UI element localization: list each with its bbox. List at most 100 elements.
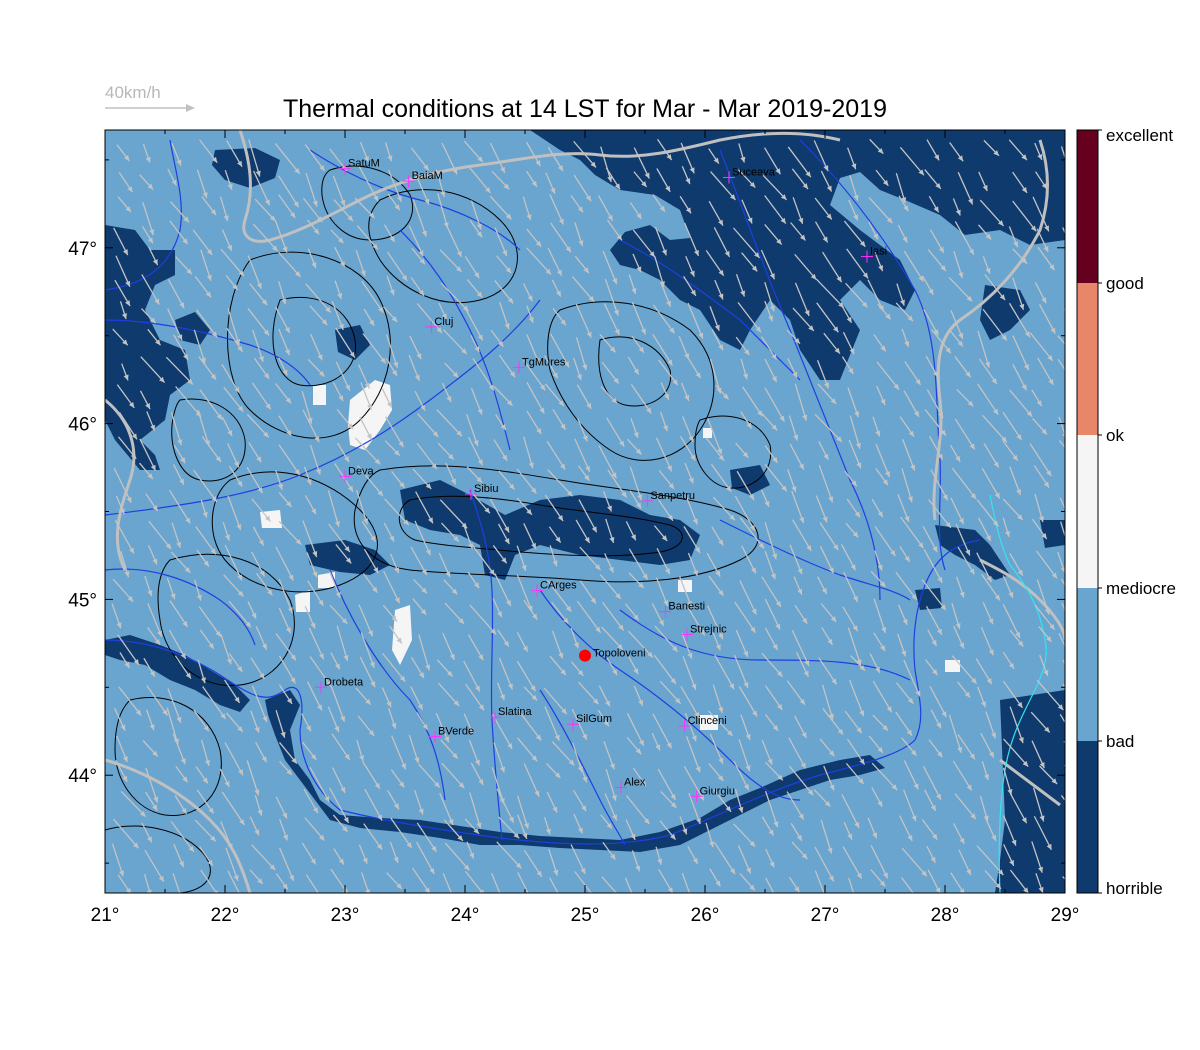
wind-arrow-head — [803, 670, 809, 677]
wind-arrow-head — [227, 430, 233, 437]
wind-arrow-head — [1069, 378, 1074, 384]
wind-arrow-head — [1024, 331, 1030, 338]
wind-arrow-head — [234, 386, 240, 393]
wind-arrow-head — [940, 604, 946, 611]
wind-arrow-shaft — [144, 849, 165, 883]
wind-arrow-shaft — [982, 414, 1008, 443]
wind-arrow-head — [772, 553, 778, 560]
wind-arrow-head — [747, 217, 753, 224]
wind-arrow-head — [389, 535, 395, 542]
city-label: SilGum — [576, 713, 612, 725]
wind-arrow-head — [883, 872, 888, 879]
wind-arrow-head — [345, 384, 350, 391]
wind-arrow-head — [593, 698, 599, 705]
wind-arrow-shaft — [738, 686, 758, 717]
wind-arrow-head — [552, 806, 558, 813]
wind-arrow-head — [515, 862, 522, 869]
wind-arrow-head — [312, 551, 318, 557]
wind-arrow-head — [432, 431, 439, 437]
wind-arrow-head — [125, 280, 131, 287]
highlight-point-label: Topoloveni — [593, 648, 646, 660]
wind-arrow-head — [930, 804, 936, 811]
wind-arrow-head — [476, 291, 483, 298]
wind-arrow-shaft — [141, 274, 160, 305]
wind-arrow-head — [615, 593, 621, 599]
wind-arrow-head — [227, 183, 233, 190]
wind-arrow-shaft — [142, 202, 154, 236]
wind-arrow-head — [347, 485, 354, 492]
wind-arrow-head — [687, 601, 693, 608]
wind-arrow-head — [986, 678, 992, 685]
wind-arrow-head — [340, 786, 346, 793]
wind-arrow-shaft — [1033, 815, 1053, 851]
wind-arrow-head — [937, 576, 943, 583]
wind-arrow-shaft — [225, 847, 239, 882]
wind-arrow-shaft — [981, 467, 1001, 499]
wind-arrow-head — [902, 236, 908, 243]
wind-arrow-head — [391, 369, 397, 376]
wind-arrow-head — [725, 485, 732, 492]
wind-arrow-shaft — [872, 680, 893, 713]
wind-arrow-head — [159, 376, 165, 383]
city-label: TgMures — [522, 356, 566, 368]
river-north-b — [399, 229, 511, 451]
x-axis: 21° 22° 23° 24° 25° 26° 27° 28° 29° — [91, 130, 1079, 926]
wind-arrow-head — [501, 900, 506, 906]
wind-arrow-head — [259, 570, 265, 577]
wind-arrow-shaft — [629, 466, 643, 501]
wind-arrow-head — [554, 772, 561, 779]
wind-arrow-head — [997, 869, 1004, 876]
wind-arrow-head — [477, 156, 483, 163]
wind-arrow-head — [740, 156, 746, 163]
wind-arrow-shaft — [200, 249, 212, 282]
wind-arrow-head — [849, 348, 855, 355]
wind-arrow-head — [202, 777, 208, 784]
wind-arrow-head — [225, 534, 231, 541]
wind-arrow-head — [607, 176, 613, 183]
wind-arrow-head — [522, 645, 528, 652]
wind-arrow-head — [633, 668, 639, 675]
wind-arrow-head — [122, 339, 128, 346]
wind-arrow-shaft — [354, 437, 381, 465]
wind-arrow-head — [233, 874, 239, 881]
wind-arrow-shaft — [1003, 815, 1017, 846]
wind-arrow-head — [824, 800, 831, 807]
wind-arrow-head — [665, 568, 670, 575]
wind-arrow-head — [968, 248, 974, 255]
wind-arrow-head — [337, 293, 343, 300]
wind-arrow-head — [635, 865, 641, 872]
wind-arrow-shaft — [737, 301, 762, 333]
wind-arrow-head — [966, 784, 972, 791]
wind-arrow-shaft — [278, 175, 300, 208]
wind-arrow-head — [254, 829, 260, 836]
wind-arrow-shaft — [709, 733, 724, 765]
wind-arrow-head — [393, 361, 399, 368]
map-title: Thermal conditions at 14 LST for Mar - M… — [283, 95, 887, 123]
wind-arrow-head — [478, 654, 484, 661]
wind-arrow-head — [689, 270, 695, 277]
wind-arrow-shaft — [304, 144, 326, 172]
wind-arrow-head — [185, 672, 191, 679]
wind-arrow-head — [531, 542, 536, 549]
wind-arrow-shaft — [901, 847, 928, 877]
wind-arrow-head — [577, 827, 583, 834]
wind-arrow-head — [393, 803, 399, 810]
wind-arrow-shaft — [384, 498, 410, 526]
wind-arrow-shaft — [736, 470, 755, 501]
wind-arrow-shaft — [523, 436, 534, 469]
wind-arrow-shaft — [246, 760, 260, 796]
wind-arrow-head — [768, 829, 774, 836]
wind-arrow-head — [823, 453, 829, 460]
wind-arrow-head — [424, 887, 430, 893]
wind-arrow-head — [861, 301, 868, 308]
wind-arrow-head — [391, 615, 398, 622]
wind-arrow-head — [362, 857, 368, 864]
colorbar-label-horrible: horrible — [1106, 879, 1163, 898]
wind-arrow-shaft — [575, 303, 592, 339]
wind-arrow-head — [986, 576, 992, 583]
wind-arrow-shaft — [600, 146, 612, 183]
river-jiu — [329, 569, 446, 801]
y-tick-label: 45° — [68, 590, 97, 611]
white-patch-4 — [392, 605, 412, 665]
wind-arrow-head — [267, 589, 273, 596]
